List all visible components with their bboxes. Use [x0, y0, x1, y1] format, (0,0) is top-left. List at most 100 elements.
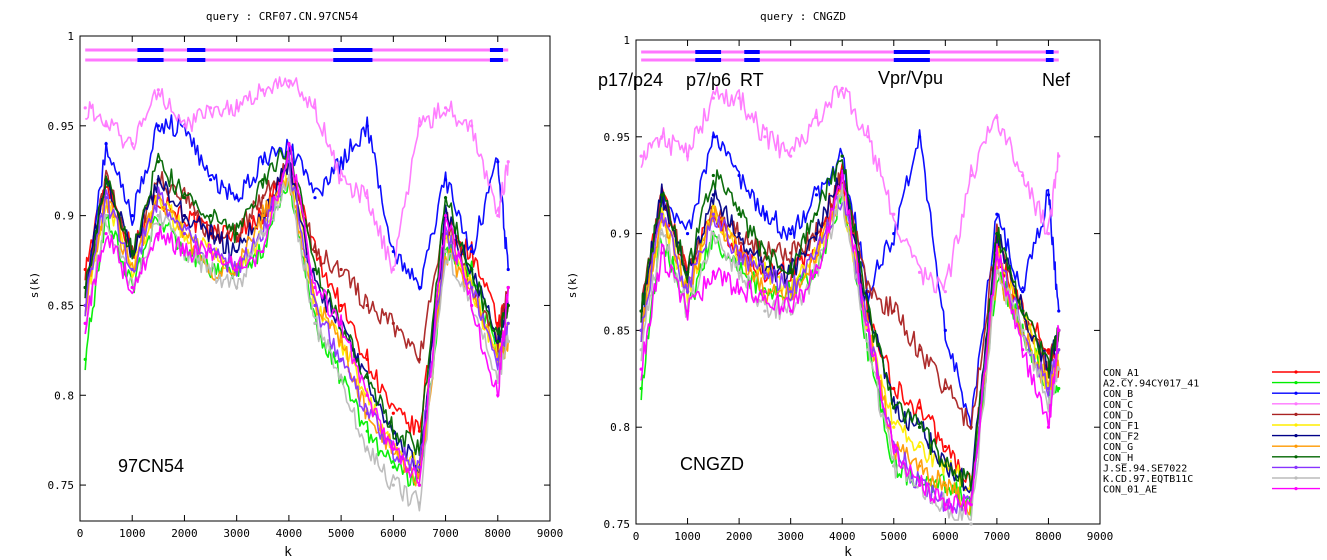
y-tick-label: 0.9 [54, 210, 74, 223]
series-line [640, 159, 1060, 492]
data-point [339, 339, 343, 343]
data-point [365, 357, 369, 361]
data-point [866, 135, 870, 139]
data-point [866, 348, 870, 352]
data-point [339, 160, 343, 164]
data-point [470, 249, 474, 254]
data-point [496, 357, 500, 361]
data-point [995, 232, 999, 236]
data-point [83, 285, 87, 290]
region-label-p7-p6: p7/p6 [686, 70, 731, 90]
data-point [711, 135, 715, 139]
series-layer [639, 85, 1061, 526]
data-point [1057, 348, 1061, 352]
data-point [506, 339, 510, 343]
data-point [182, 249, 187, 254]
x-tick-label: 8000 [485, 527, 512, 540]
series-layer [83, 76, 510, 512]
data-point [995, 270, 999, 274]
data-point [261, 88, 265, 92]
data-point [339, 357, 343, 361]
data-point [104, 196, 108, 200]
data-point [313, 106, 317, 110]
data-point [208, 231, 213, 236]
data-point [182, 196, 187, 200]
data-point [261, 178, 265, 182]
legend-marker [1294, 465, 1298, 469]
y-axis-ticks: 0.75 0.8 0.85 0.9 0.95 1 [48, 30, 550, 492]
data-point [313, 285, 317, 290]
data-point [391, 267, 395, 272]
data-point [130, 285, 134, 290]
data-point [814, 270, 819, 274]
data-point [1046, 193, 1051, 197]
data-point [261, 214, 265, 218]
data-point [443, 214, 448, 218]
data-point [1046, 386, 1051, 391]
data-point [1046, 232, 1051, 236]
legend-label: CON_A1 [1103, 368, 1139, 379]
series-line [84, 148, 509, 457]
data-point [417, 465, 422, 469]
x-tick-label: 5000 [881, 530, 908, 543]
data-point [814, 115, 819, 120]
legend-label: CON_C [1103, 400, 1133, 411]
data-point [104, 214, 108, 218]
data-point [969, 425, 973, 429]
data-point [685, 290, 690, 294]
data-point [917, 464, 922, 468]
sample-annotation: 97CN54 [118, 456, 184, 476]
data-point [737, 232, 741, 236]
data-point [711, 270, 715, 274]
data-point [840, 173, 844, 178]
data-point [208, 214, 213, 218]
data-point [83, 303, 87, 308]
data-point [711, 212, 715, 216]
y-tick-label: 0.75 [604, 518, 631, 531]
data-point [83, 106, 87, 110]
legend-label: CON_G [1103, 442, 1133, 453]
data-point [943, 290, 947, 294]
data-point [737, 270, 741, 274]
legend-label: CON_D [1103, 410, 1133, 421]
y-tick-label: 1 [623, 34, 630, 47]
data-point [840, 193, 844, 197]
data-point [892, 464, 896, 468]
data-point [917, 444, 922, 449]
data-point [208, 178, 213, 182]
data-point [711, 96, 715, 100]
data-point [892, 425, 896, 429]
data-point [711, 173, 715, 178]
data-point [261, 160, 265, 164]
sample-annotation: CNGZD [680, 454, 744, 474]
data-point [496, 160, 500, 164]
data-point [917, 135, 922, 139]
legend-marker [1294, 487, 1298, 491]
data-point [235, 106, 239, 110]
data-point [261, 231, 265, 236]
region-bars [641, 50, 1059, 62]
data-point [417, 483, 422, 487]
x-tick-label: 1000 [119, 527, 146, 540]
data-point [1021, 290, 1025, 294]
data-point [313, 321, 317, 326]
data-point [339, 303, 343, 308]
region-label-p17-p24: p17/p24 [598, 70, 663, 90]
data-point [1021, 328, 1025, 332]
data-point [660, 135, 664, 139]
data-point [104, 142, 108, 146]
data-point [391, 483, 395, 487]
data-point [1046, 425, 1051, 429]
region-bars [85, 48, 509, 62]
data-point [391, 447, 395, 451]
series-line [640, 168, 1060, 494]
data-point [917, 270, 922, 274]
data-point [235, 249, 239, 254]
data-point [917, 483, 922, 487]
data-point [660, 232, 664, 236]
data-point [287, 178, 291, 182]
data-point [711, 193, 715, 197]
series-line [640, 184, 1060, 521]
x-tick-label: 4000 [276, 527, 303, 540]
y-tick-label: 1 [67, 30, 74, 43]
